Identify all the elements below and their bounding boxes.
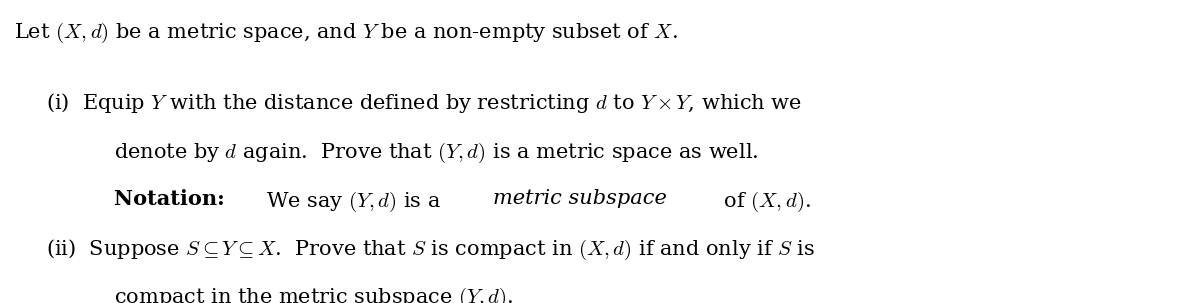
Text: We say $(Y, d)$ is a: We say $(Y, d)$ is a bbox=[266, 189, 442, 214]
Text: Notation:: Notation: bbox=[114, 189, 232, 209]
Text: (ii)  Suppose $S \subseteq Y \subseteq X$.  Prove that $S$ is compact in $(X, d): (ii) Suppose $S \subseteq Y \subseteq X$… bbox=[46, 238, 815, 262]
Text: denote by $d$ again.  Prove that $(Y, d)$ is a metric space as well.: denote by $d$ again. Prove that $(Y, d)$… bbox=[114, 141, 758, 165]
Text: Let $(X, d)$ be a metric space, and $Y$ be a non-empty subset of $X$.: Let $(X, d)$ be a metric space, and $Y$ … bbox=[14, 21, 678, 45]
Text: metric subspace: metric subspace bbox=[493, 189, 667, 208]
Text: (i)  Equip $Y$ with the distance defined by restricting $d$ to $Y \times Y$, whi: (i) Equip $Y$ with the distance defined … bbox=[46, 91, 802, 115]
Text: compact in the metric subspace $(Y, d)$.: compact in the metric subspace $(Y, d)$. bbox=[114, 286, 514, 303]
Text: of $(X, d)$.: of $(X, d)$. bbox=[718, 189, 811, 214]
